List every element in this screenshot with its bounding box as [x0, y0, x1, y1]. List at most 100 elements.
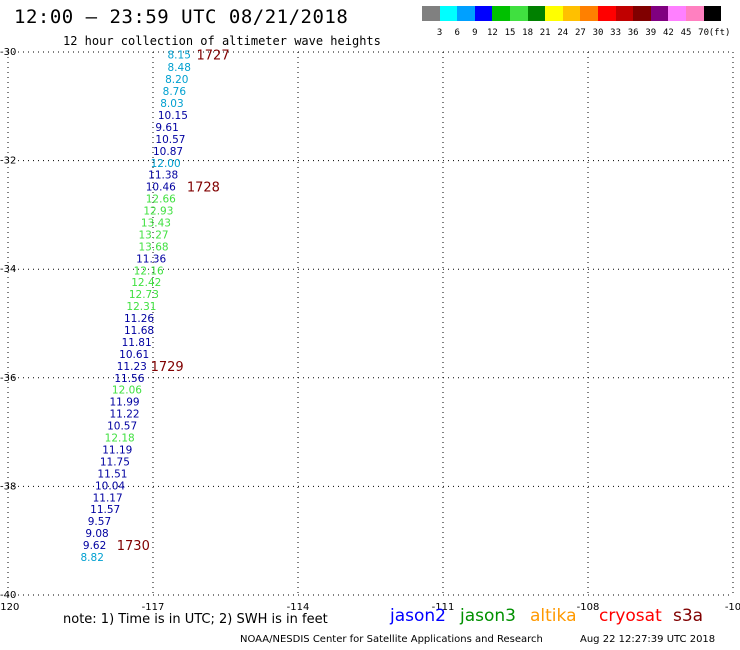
color-swatch: [633, 6, 651, 21]
color-swatch: [457, 6, 475, 21]
color-scale-label: 42: [662, 28, 674, 38]
color-scale-label: 12: [486, 28, 498, 38]
wave-height-value: 10.15: [158, 110, 188, 122]
wave-height-value: 10.46: [146, 182, 176, 194]
page-title: 12:00 – 23:59 UTC 08/21/2018: [14, 6, 349, 28]
color-swatch: [703, 6, 722, 21]
wave-height-value: 12.66: [146, 194, 176, 206]
x-tick-label: -10: [725, 602, 740, 613]
color-swatch: [580, 6, 598, 21]
wave-height-value: 12.73: [129, 289, 159, 301]
wave-height-value: 9.08: [85, 528, 108, 540]
x-tick-label: -120: [0, 602, 19, 613]
color-scale-unit: (ft): [708, 28, 731, 38]
wave-height-value: 8.48: [168, 62, 191, 74]
color-scale-label: 45: [680, 28, 692, 38]
color-scale-label: 3: [436, 28, 443, 38]
color-swatch: [527, 6, 546, 21]
color-swatch: [474, 6, 493, 21]
pass-time-label: 1729: [151, 360, 184, 375]
y-tick-label: -30: [0, 47, 16, 58]
wave-height-value: 8.82: [81, 552, 104, 564]
color-scale-label: 15: [504, 28, 516, 38]
wave-height-value: 12.31: [126, 301, 156, 313]
color-swatch: [422, 6, 440, 21]
wave-height-value: 13.27: [139, 229, 169, 241]
y-tick-label: -38: [0, 481, 16, 492]
wave-height-value: 12.06: [112, 385, 142, 397]
y-tick-label: -32: [0, 156, 16, 167]
color-swatch: [668, 6, 686, 21]
wave-height-value: 11.38: [148, 170, 178, 182]
y-tick-label: -40: [0, 590, 16, 601]
color-scale-label: 27: [574, 28, 586, 38]
legend-altika: altika: [530, 606, 577, 626]
pass-time-label: 1730: [117, 539, 150, 554]
wave-height-value: 11.81: [122, 337, 152, 349]
wave-height-value: 9.57: [88, 516, 111, 528]
color-swatch: [439, 6, 458, 21]
wave-height-value: 11.99: [110, 397, 140, 409]
wave-height-value: 8.76: [163, 86, 187, 98]
wave-height-value: 11.68: [124, 325, 154, 337]
legend-cryosat: cryosat: [599, 606, 662, 626]
legend-s3a: s3a: [673, 606, 704, 626]
x-tick-label: -117: [142, 602, 165, 613]
footer-credit: NOAA/NESDIS Center for Satellite Applica…: [240, 634, 543, 645]
footer-timestamp: Aug 22 12:27:39 UTC 2018: [580, 634, 716, 645]
pass-time-label: 1728: [187, 181, 220, 196]
color-scale-label: 9: [472, 28, 478, 38]
color-scale-label: 36: [627, 28, 639, 38]
wave-height-value: 12.42: [131, 277, 161, 289]
color-swatch: [492, 6, 510, 21]
color-scale-label: 21: [539, 28, 551, 38]
x-tick-label: -108: [577, 602, 600, 613]
color-scale-label: 18: [522, 28, 534, 38]
units-note: note: 1) Time is in UTC; 2) SWH is in fe…: [63, 612, 328, 627]
color-swatch: [598, 6, 616, 21]
wave-height-value: 12.00: [151, 158, 181, 170]
wave-height-value: 11.56: [114, 373, 144, 385]
wave-height-value: 11.36: [136, 253, 166, 265]
wave-height-value: 11.23: [117, 361, 147, 373]
color-swatch: [510, 6, 528, 21]
color-scale-label: 70: [698, 28, 710, 38]
legend-jason2: jason2: [390, 606, 446, 626]
color-scale-label: 39: [645, 28, 657, 38]
color-scale-label: 33: [610, 28, 622, 38]
x-tick-label: -114: [287, 602, 310, 613]
wave-height-value: 11.57: [90, 504, 120, 516]
wave-height-value: 8.20: [165, 74, 188, 86]
wave-height-value: 11.19: [102, 444, 132, 456]
wave-height-value: 8.15: [168, 50, 191, 62]
wave-height-value: 10.87: [153, 146, 183, 158]
pass-time-label: 1727: [197, 49, 230, 64]
wave-height-value: 12.93: [143, 206, 173, 218]
wave-height-value: 13.43: [141, 218, 171, 230]
wave-height-value: 12.16: [134, 265, 164, 277]
wave-height-value: 11.75: [100, 456, 130, 468]
wave-height-value: 11.17: [93, 492, 123, 504]
color-swatch: [686, 6, 704, 21]
color-scale-label: 24: [557, 28, 569, 38]
x-tick-label: -111: [432, 602, 455, 613]
wave-height-value: 8.03: [160, 98, 183, 110]
wave-height-value: 10.61: [119, 349, 149, 361]
color-scale-bar: 3 6 9 12 15 18 21 24 27 30 33 36 39 42 45 70 (ft): [422, 6, 730, 42]
wave-height-value: 9.61: [155, 122, 178, 134]
page-subtitle: 12 hour collection of altimeter wave hei…: [63, 34, 381, 48]
color-swatch: [562, 6, 581, 21]
wave-height-value: 13.68: [139, 241, 169, 253]
color-scale-label: 6: [454, 28, 460, 38]
y-tick-label: -36: [0, 373, 16, 384]
wave-height-value: 11.51: [97, 468, 127, 480]
legend-jason3: jason3: [460, 606, 516, 626]
wave-height-value: 11.26: [124, 313, 154, 325]
wave-height-value: 10.57: [155, 134, 185, 146]
color-swatch: [650, 6, 669, 21]
y-tick-label: -34: [0, 264, 16, 275]
color-swatch: [615, 6, 634, 21]
color-swatch: [545, 6, 563, 21]
wave-height-value: 12.18: [105, 433, 135, 445]
